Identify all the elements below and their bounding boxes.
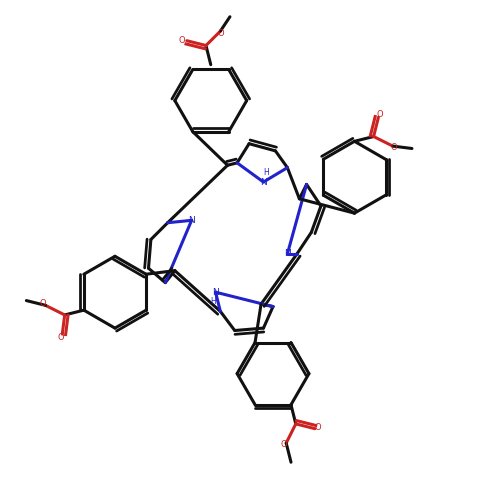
Text: H: H <box>210 297 216 306</box>
Text: O: O <box>57 333 64 342</box>
Text: O: O <box>391 143 398 152</box>
Text: N: N <box>260 178 267 186</box>
Text: O: O <box>314 423 320 432</box>
Text: N: N <box>212 288 219 297</box>
Text: O: O <box>376 111 383 119</box>
Text: O: O <box>281 440 287 449</box>
Text: O: O <box>217 29 224 38</box>
Text: O: O <box>179 36 185 45</box>
Text: N: N <box>188 216 195 225</box>
Text: H: H <box>263 168 269 177</box>
Text: O: O <box>40 299 46 308</box>
Text: N: N <box>284 250 291 258</box>
